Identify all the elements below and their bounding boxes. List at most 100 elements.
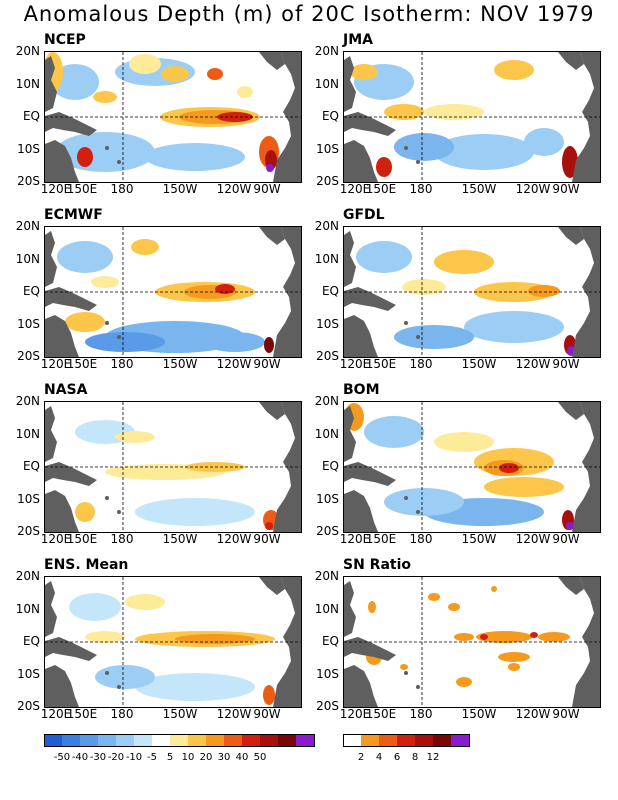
colorbar-label: 12 [426, 752, 440, 763]
lon-label: 150E [66, 182, 98, 196]
lon-label: 180 [110, 357, 134, 371]
lon-label: 120E [339, 532, 371, 546]
lon-label: 90W [253, 707, 281, 721]
lon-label: 150E [66, 707, 98, 721]
anomaly-blob [498, 652, 530, 662]
lat-label: 20S [17, 349, 40, 363]
anomaly-blob [494, 60, 534, 80]
map-gfdl [343, 226, 601, 358]
anomaly-blob [85, 631, 125, 643]
lon-label: 90W [552, 707, 580, 721]
anomaly-blob [524, 128, 564, 156]
map-ecmwf-svg [45, 227, 301, 357]
anomaly-blob [356, 241, 412, 273]
colorbar-label: -20 [107, 752, 125, 763]
land-island [404, 321, 408, 325]
anomaly-blob [115, 431, 155, 443]
land-island [416, 685, 420, 689]
lon-label: 150E [66, 532, 98, 546]
land-island [416, 335, 420, 339]
lat-label: 20N [15, 219, 40, 233]
colorbar-swatch [397, 734, 415, 747]
anomaly-blob [434, 134, 534, 170]
lon-label: 150E [66, 357, 98, 371]
land-australia [45, 140, 79, 182]
land-asia [344, 406, 356, 462]
lon-label: 180 [110, 182, 134, 196]
lon-label: 150E [365, 532, 397, 546]
panel-title-jma: JMA [343, 32, 373, 48]
colorbar-label: 4 [375, 752, 383, 763]
land-asia [45, 581, 57, 637]
lon-label: 150W [162, 182, 198, 196]
lon-label: 150E [365, 357, 397, 371]
land-island [117, 335, 121, 339]
colorbar-swatch [188, 734, 206, 747]
lon-label: 180 [409, 707, 433, 721]
panel-title-sn-ratio: SN Ratio [343, 557, 412, 573]
map-jma [343, 51, 601, 183]
lon-label: 180 [409, 357, 433, 371]
lat-label: EQ [22, 634, 40, 648]
anomaly-blob [528, 285, 560, 297]
land-island [404, 146, 408, 150]
land-island [117, 510, 121, 514]
land-asia [344, 581, 356, 637]
map-ncep [44, 51, 302, 183]
lon-label: 120W [216, 532, 252, 546]
colorbar-label: 10 [181, 752, 195, 763]
lon-label: 120E [40, 532, 72, 546]
lon-label: 120W [216, 707, 252, 721]
land-australia [344, 665, 378, 707]
map-bom [343, 401, 601, 533]
lon-label: 180 [409, 532, 433, 546]
lon-label: 150W [162, 532, 198, 546]
anomaly-blob [135, 498, 255, 526]
lon-label: 150W [461, 182, 497, 196]
colorbar-label: 30 [217, 752, 231, 763]
anomaly-blob [508, 663, 520, 671]
land-new-guinea [344, 112, 396, 136]
land-island [416, 510, 420, 514]
map-sn-ratio [343, 576, 601, 708]
anomaly-blob [428, 593, 440, 601]
colorbar-swatch [44, 734, 63, 747]
anomaly-blob [376, 157, 392, 177]
anomaly-blob [394, 133, 454, 161]
land-central-america [558, 52, 584, 70]
panel-title-ncep: NCEP [44, 32, 86, 48]
lat-label: EQ [22, 109, 40, 123]
land-new-guinea [344, 287, 396, 311]
lat-label: 10S [316, 141, 339, 156]
land-australia [344, 315, 378, 357]
colorbar-swatch [242, 734, 260, 747]
colorbar-label: 8 [411, 752, 419, 763]
colorbar-swatch [415, 734, 433, 747]
anomaly-blob [384, 488, 464, 516]
panel-title-ens-mean: ENS. Mean [44, 557, 129, 573]
land-central-america [558, 402, 584, 420]
lat-label: EQ [22, 459, 40, 473]
lat-label: 10N [314, 251, 339, 266]
land-island [416, 160, 420, 164]
land-asia [344, 231, 356, 287]
map-gfdl-svg [344, 227, 600, 357]
colorbar-label: -5 [147, 752, 157, 763]
anomaly-blob [476, 631, 532, 643]
lon-label: 180 [110, 532, 134, 546]
colorbar-swatch [433, 734, 451, 747]
lat-label: 10N [314, 601, 339, 616]
lat-label: 20S [17, 524, 40, 538]
map-ens-mean-svg [45, 577, 301, 707]
lat-label: 20N [314, 569, 339, 583]
land-australia [45, 315, 79, 357]
colorbar-swatch [379, 734, 397, 747]
land-asia [45, 56, 57, 112]
lat-label: 20N [15, 569, 40, 583]
colorbar-swatch [80, 734, 98, 747]
land-island [105, 671, 109, 675]
land-new-guinea [344, 462, 396, 486]
lon-label: 180 [409, 182, 433, 196]
anomaly-blob [85, 332, 165, 352]
colorbar-swatch [62, 734, 80, 747]
